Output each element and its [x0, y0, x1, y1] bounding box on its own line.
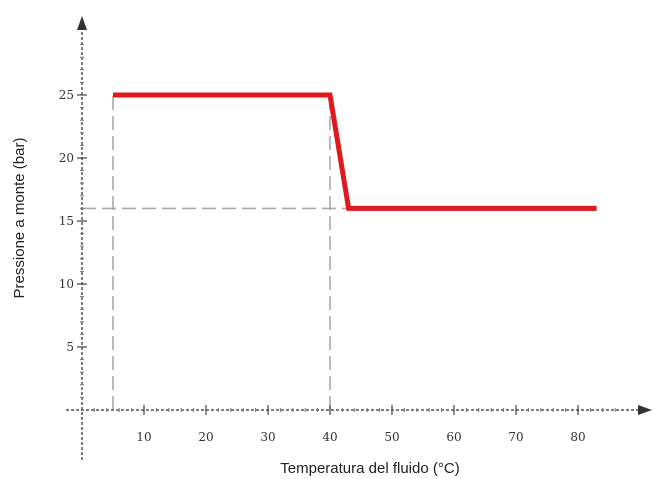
series-layer: [112, 92, 597, 211]
x-axis-arrow: [638, 405, 652, 415]
x-tick-label-5: 60: [446, 430, 461, 444]
x-tick-label-1: 20: [198, 430, 213, 444]
x-axis-label: Temperatura del fluido (°C): [280, 460, 459, 477]
x-tick-label-6: 70: [508, 430, 523, 444]
x-tick-label-3: 40: [322, 430, 337, 444]
y-tick-label-2: 15: [59, 214, 74, 228]
y-tick-label-0: 5: [66, 340, 74, 354]
y-axis-arrow: [77, 16, 87, 30]
x-tick-label-7: 80: [570, 430, 585, 444]
y-axis-ticks: 5 10 15 20 25: [59, 44, 87, 398]
axes: [66, 16, 652, 460]
series-line-0: [113, 92, 597, 211]
reference-lines: [82, 95, 349, 410]
x-axis-ticks: 10 20 30 40 50 60 70 80: [93, 405, 616, 444]
x-tick-label-2: 30: [260, 430, 275, 444]
y-tick-label-1: 10: [59, 277, 74, 291]
x-tick-label-0: 10: [136, 430, 151, 444]
y-axis-label: Pressione a monte (bar): [11, 138, 28, 299]
y-tick-label-4: 25: [59, 88, 74, 102]
x-tick-label-4: 50: [384, 430, 399, 444]
y-tick-label-3: 20: [59, 151, 74, 165]
